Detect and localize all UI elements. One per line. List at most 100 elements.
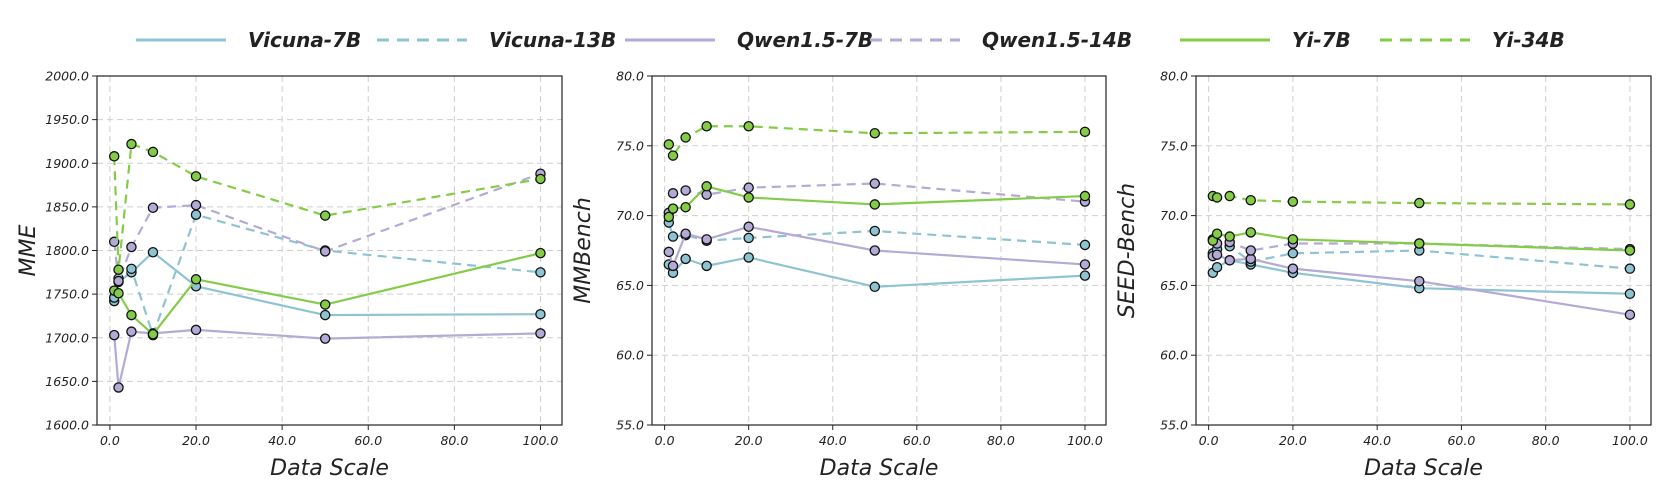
y-tick-label: 1700.0 — [45, 330, 89, 345]
series-yi-7b — [108, 247, 546, 340]
data-point — [743, 252, 754, 263]
data-point — [743, 182, 754, 193]
data-point — [147, 246, 159, 258]
data-point — [1224, 255, 1235, 266]
plot-frame — [1195, 75, 1652, 426]
data-point — [319, 246, 331, 257]
data-point — [126, 263, 137, 275]
data-point — [667, 150, 679, 161]
data-point — [1624, 245, 1636, 256]
data-point — [1245, 227, 1257, 238]
x-tick-label: 40.0 — [268, 433, 296, 448]
legend-label: Yi-7B — [1292, 28, 1351, 52]
data-point — [147, 329, 159, 340]
legend-label: Vicuna-13B — [489, 28, 616, 52]
data-point — [701, 121, 712, 132]
data-point — [743, 192, 754, 203]
y-tick-label: 70.0 — [616, 208, 644, 223]
series-yi-34b — [663, 121, 1091, 161]
x-tick-label: 20.0 — [1279, 433, 1307, 448]
data-point — [1211, 192, 1223, 203]
y-tick-label: 1600.0 — [45, 418, 89, 433]
data-point — [701, 181, 712, 192]
data-point — [663, 211, 675, 223]
data-point — [680, 253, 691, 265]
data-point — [190, 274, 202, 285]
x-tick-label: 40.0 — [819, 433, 847, 448]
y-tick-label: 1650.0 — [45, 374, 89, 389]
data-point — [319, 299, 331, 310]
legend-label: Vicuna-7B — [248, 28, 361, 52]
data-point — [1224, 231, 1235, 242]
y-tick-label: 60.0 — [1160, 348, 1188, 363]
data-point — [1287, 248, 1299, 259]
data-point — [1414, 197, 1425, 209]
y-axis-label: MME — [16, 224, 41, 276]
data-point — [1414, 275, 1425, 287]
x-tick-label: 0.0 — [1199, 433, 1219, 448]
series-yi-34b — [1207, 190, 1636, 210]
x-tick-label: 80.0 — [1532, 433, 1560, 448]
data-point — [680, 228, 691, 239]
data-point — [869, 127, 881, 139]
data-point — [1287, 196, 1299, 207]
data-point — [1624, 263, 1636, 274]
x-axis-label: Data Scale — [820, 456, 939, 481]
data-point — [1414, 238, 1425, 249]
series-qwen1-5-7b — [663, 221, 1091, 272]
data-point — [126, 241, 137, 253]
data-point — [869, 281, 881, 293]
data-point — [1224, 190, 1235, 202]
data-point — [126, 326, 137, 337]
chart-panel-seed-bench: 0.0 20.0 40.0 60.0 80.0 100.0 55.0 60.0 65.0 70.0… — [1115, 69, 1652, 481]
data-point — [1211, 262, 1223, 273]
data-point — [108, 329, 120, 341]
legend-entry-vicuna-7b: Vicuna-7B — [136, 28, 361, 52]
data-point — [126, 309, 137, 321]
data-point — [743, 221, 754, 233]
data-point — [701, 260, 712, 272]
legend-entry-yi-34b: Yi-34B — [1380, 28, 1565, 52]
legend-label: Yi-34B — [1492, 28, 1565, 52]
data-point — [1624, 199, 1636, 210]
x-tick-label: 0.0 — [655, 433, 675, 448]
x-tick-label: 20.0 — [735, 433, 763, 448]
legend-label: Qwen1.5-14B — [982, 28, 1132, 52]
x-tick-label: 0.0 — [100, 433, 120, 448]
data-point — [113, 275, 124, 287]
data-point — [869, 199, 881, 210]
data-point — [190, 199, 202, 211]
x-tick-label: 80.0 — [440, 433, 468, 448]
series-vicuna-13b — [108, 209, 546, 341]
series-yi-7b — [663, 181, 1091, 223]
y-tick-label: 1750.0 — [45, 287, 89, 302]
series-qwen1-5-7b — [1207, 249, 1636, 320]
y-tick-label: 65.0 — [1160, 278, 1188, 293]
data-point — [667, 231, 679, 242]
data-point — [869, 178, 881, 189]
data-point — [190, 324, 202, 336]
x-axis-label: Data Scale — [1364, 456, 1483, 481]
data-point — [1624, 309, 1636, 320]
data-point — [667, 203, 679, 214]
data-point — [680, 201, 691, 213]
chart-panel-mmbench: 0.0 20.0 40.0 60.0 80.0 100.0 55.0 60.0 65.0 70.0… — [571, 69, 1107, 481]
y-tick-label: 1800.0 — [45, 243, 89, 258]
x-tick-label: 100.0 — [1067, 433, 1103, 448]
y-tick-label: 55.0 — [616, 418, 644, 433]
chart-panel-mme: 0.0 20.0 40.0 60.0 80.0 100.0 1600.0 1650.0 1700… — [16, 69, 563, 481]
data-point — [869, 245, 881, 256]
data-point — [147, 146, 159, 158]
y-tick-label: 1850.0 — [45, 199, 89, 214]
data-point — [869, 225, 881, 237]
data-point — [743, 232, 754, 244]
y-tick-label: 1900.0 — [45, 156, 89, 171]
y-tick-label: 55.0 — [1160, 418, 1188, 433]
data-point — [147, 202, 159, 213]
data-point — [126, 138, 137, 150]
x-tick-label: 60.0 — [1447, 433, 1475, 448]
data-point — [1211, 249, 1223, 260]
legend-entry-yi-7b: Yi-7B — [1180, 28, 1351, 52]
series-yi-34b — [108, 138, 546, 275]
